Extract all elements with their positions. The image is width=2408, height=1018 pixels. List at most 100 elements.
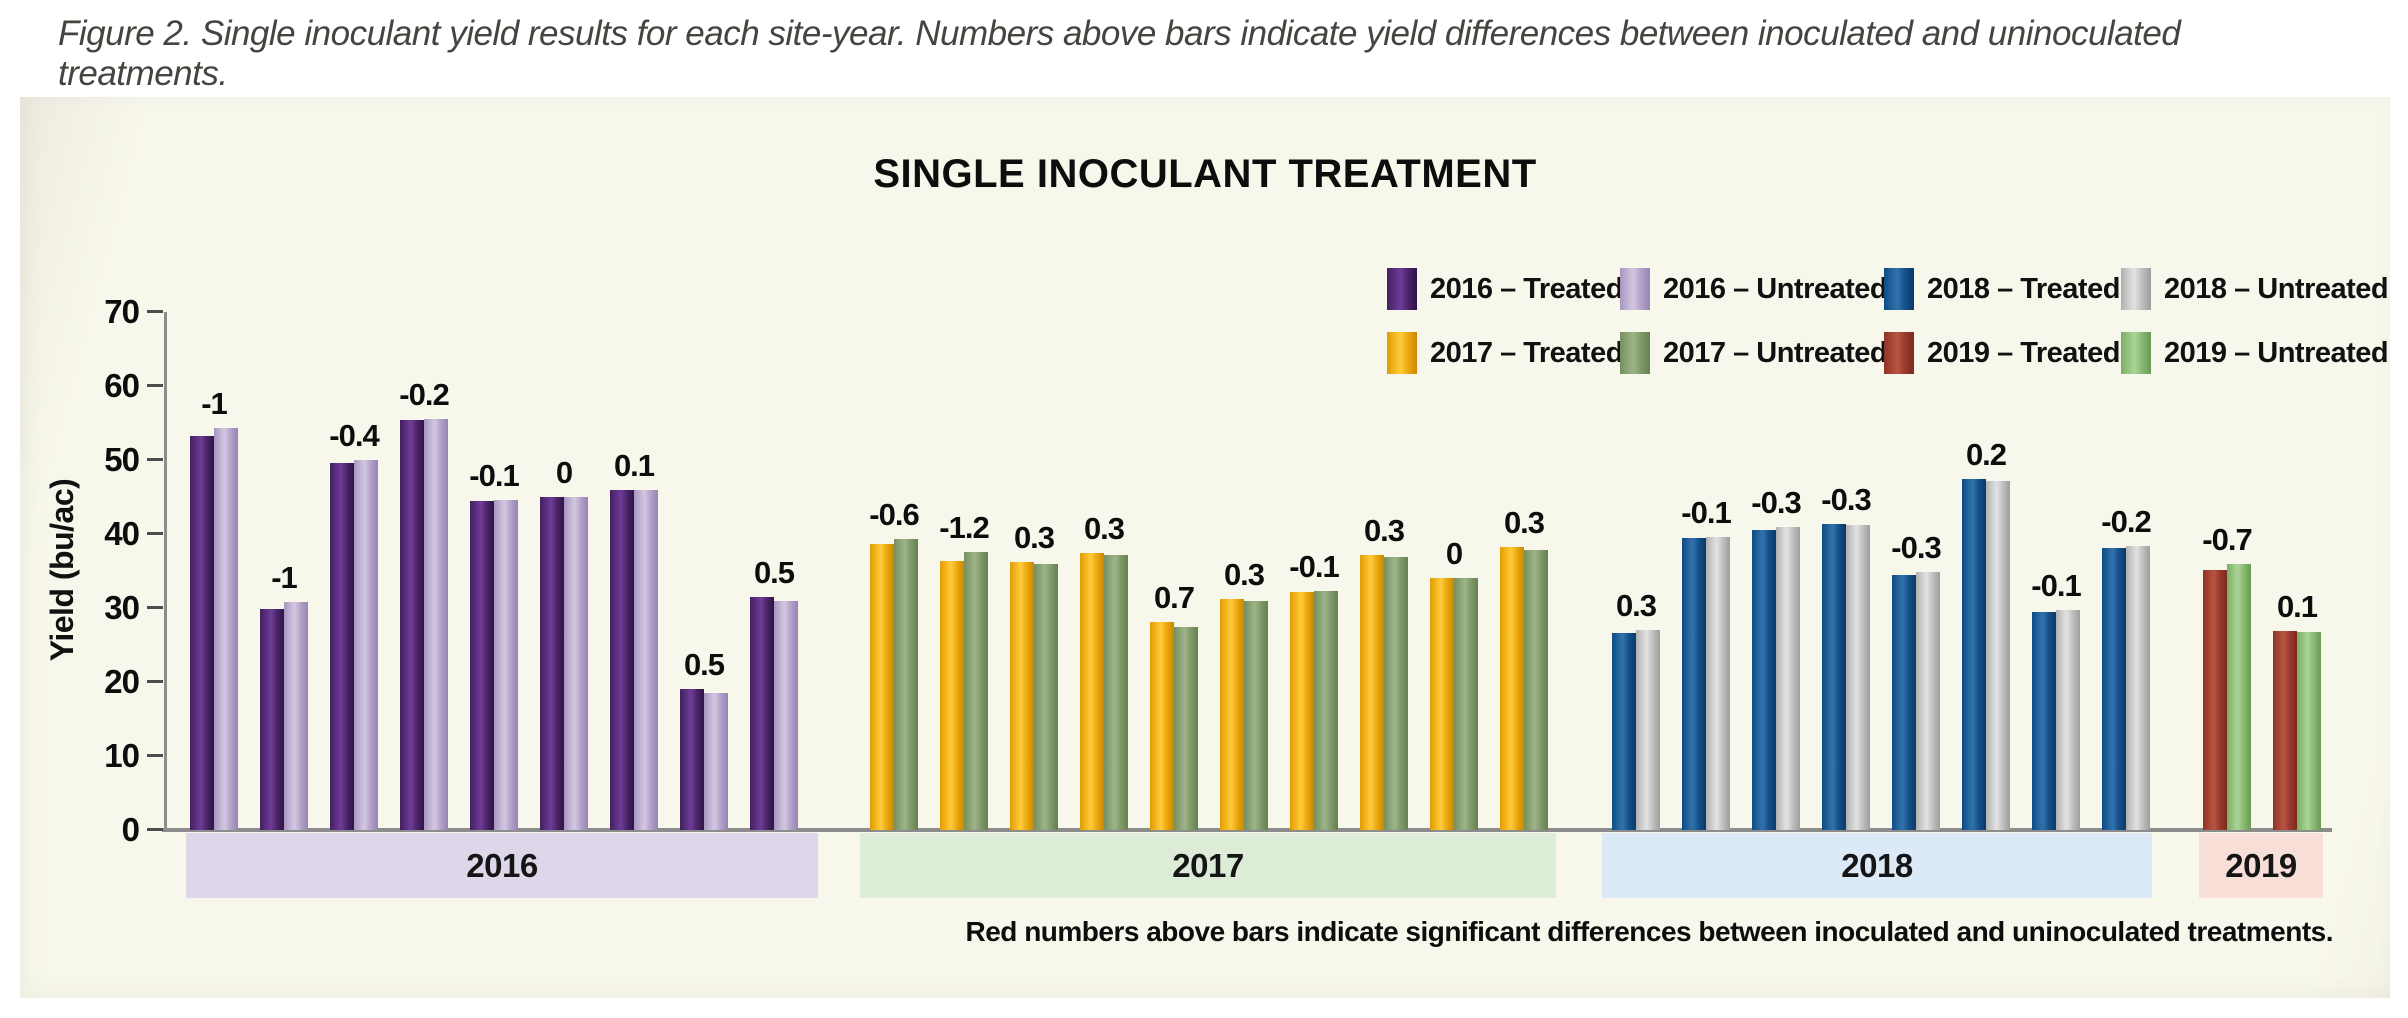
x-axis-line [162, 828, 2332, 832]
bar-2016-treated [330, 462, 354, 830]
bar-2018-untreated [1706, 536, 1730, 830]
legend-item: 2016 – Treated [1387, 268, 1623, 310]
y-axis-tick [147, 680, 163, 683]
year-band-2017: 2017 [860, 833, 1556, 898]
chart-panel: SINGLE INOCULANT TREATMENT 2016 – Treate… [20, 97, 2390, 998]
bar-pair: 0.1 [2273, 589, 2321, 830]
y-axis-tick [147, 532, 163, 535]
bar-pair: -0.2 [399, 377, 450, 830]
yield-difference-label: -1 [271, 560, 298, 596]
y-axis-tick [147, 310, 163, 313]
bar-pair: -0.6 [869, 497, 920, 830]
legend-label: 2017 – Treated [1430, 336, 1623, 369]
bar-2018-untreated [1846, 525, 1870, 830]
bar-2017-untreated [1174, 627, 1198, 830]
yield-difference-label: -0.1 [469, 457, 519, 493]
bar-2017-treated [1150, 622, 1174, 830]
bar-2016-treated [610, 489, 634, 830]
legend-item: 2019 – Treated [1884, 332, 2121, 374]
bar-pair: 0 [1430, 536, 1478, 830]
bar-2016-untreated [354, 460, 378, 830]
bar-2016-untreated [284, 602, 308, 830]
bar-2016-untreated [424, 418, 448, 830]
bar-2016-treated [470, 500, 494, 830]
bar-2018-treated [1682, 537, 1706, 830]
year-band-2016: 2016 [186, 833, 818, 898]
bar-2016-treated [260, 609, 284, 830]
yield-difference-label: -0.1 [1289, 548, 1339, 584]
bar-pair: 0.3 [1360, 513, 1408, 830]
legend-label: 2018 – Untreated [2164, 272, 2389, 305]
yield-difference-label: -1 [201, 386, 228, 422]
y-axis-line [164, 312, 167, 832]
legend-label: 2016 – Untreated [1663, 272, 1888, 305]
yield-difference-label: -0.3 [1751, 485, 1801, 521]
bar-pair: -0.2 [2101, 504, 2152, 830]
bar-pair: 0.3 [1612, 588, 1660, 830]
bar-pair: -0.3 [1751, 485, 1802, 830]
legend-item: 2018 – Treated [1884, 268, 2121, 310]
bar-2017-treated [1080, 553, 1104, 830]
bar-pair: 0.5 [750, 555, 798, 830]
bar-2018-untreated [1636, 630, 1660, 830]
bar-2018-untreated [2056, 610, 2080, 830]
yield-difference-label: 0.1 [2276, 588, 2318, 624]
bar-2018-treated [1892, 574, 1916, 830]
yield-difference-label: 0 [1445, 536, 1463, 572]
bar-pair: 0.5 [680, 647, 728, 830]
bar-pair: 0 [540, 455, 588, 830]
bar-pair: -0.1 [2031, 568, 2082, 830]
yield-difference-label: 0.3 [1083, 511, 1125, 547]
bar-2017-treated [870, 543, 894, 830]
bar-2017-treated [1360, 554, 1384, 830]
yield-difference-label: 0.5 [683, 647, 725, 683]
yield-difference-label: -0.3 [1821, 481, 1871, 517]
plot-area: 0 10 20 30 40 50 60 70 -1 -1 -0.4 -0.2 -0.1 0 0.1 0.5 0.… [104, 295, 2332, 898]
legend-swatch [2121, 332, 2151, 374]
bar-2018-treated [1752, 529, 1776, 830]
yield-difference-label: -0.3 [1891, 530, 1941, 566]
yield-difference-label: 0.3 [1615, 588, 1657, 624]
y-axis-tick [147, 754, 163, 757]
bar-2018-treated [2032, 611, 2056, 830]
legend-label: 2019 – Treated [1927, 336, 2120, 369]
legend-swatch [1884, 268, 1914, 310]
legend-label: 2018 – Treated [1927, 272, 2120, 305]
bar-pair: -0.3 [1891, 530, 1942, 830]
yield-difference-label: -0.1 [2031, 568, 2081, 604]
bar-2016-treated [750, 596, 774, 830]
bar-2019-untreated [2297, 631, 2321, 830]
bar-2018-treated [1612, 633, 1636, 830]
year-band-2018: 2018 [1602, 833, 2152, 898]
bar-2019-treated [2273, 630, 2297, 830]
bar-2018-untreated [1916, 572, 1940, 830]
bar-2018-treated [2102, 548, 2126, 830]
bar-pair: 0.3 [1080, 511, 1128, 830]
bar-2017-untreated [894, 539, 918, 830]
bar-pair: 0.3 [1010, 520, 1058, 830]
bar-pair: -0.3 [1821, 482, 1872, 830]
legend: 2016 – Treated 2016 – Untreated 2018 – Tre… [1387, 268, 2389, 374]
bar-2017-treated [1430, 578, 1454, 830]
legend-swatch [2121, 268, 2151, 310]
bar-2017-untreated [1454, 578, 1478, 830]
yield-difference-label: 0.3 [1363, 512, 1405, 548]
bar-2017-treated [1220, 599, 1244, 830]
bar-2019-untreated [2227, 564, 2251, 830]
bar-2017-untreated [964, 551, 988, 830]
legend-swatch [1387, 332, 1417, 374]
legend-swatch [1884, 332, 1914, 374]
y-axis-tick [147, 828, 163, 831]
bar-group-2016: -1 -1 -0.4 -0.2 -0.1 0 0.1 0.5 0.5 [190, 377, 798, 830]
bar-2016-untreated [634, 490, 658, 830]
bar-2016-treated [400, 420, 424, 830]
y-axis-tick [147, 384, 163, 387]
bar-pair: 0.3 [1220, 557, 1268, 830]
bar-pair: -0.7 [2202, 522, 2253, 830]
legend-swatch [1620, 332, 1650, 374]
y-axis-tick-label: 50 [104, 441, 140, 478]
bar-pair: -0.1 [1289, 549, 1340, 830]
bar-2016-treated [190, 435, 214, 830]
yield-difference-label: -0.4 [329, 418, 379, 453]
yield-difference-label: 0.7 [1153, 580, 1195, 616]
